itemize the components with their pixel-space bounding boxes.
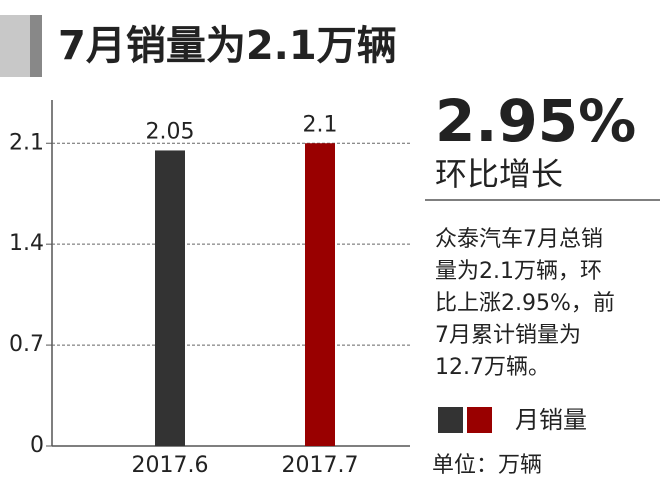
y-tick-label: 0	[30, 433, 44, 458]
legend-swatch	[467, 407, 492, 433]
legend-label: 月销量	[515, 406, 587, 434]
highlight-value: 2.95%	[435, 87, 636, 155]
unit: 单位：万辆	[432, 453, 542, 478]
description-line: 众泰汽车7月总销	[435, 227, 603, 252]
description-line: 比上涨2.95%，前	[435, 291, 615, 316]
y-tick-label: 2.1	[9, 130, 44, 155]
description-line: 7月累计销量为	[435, 323, 581, 348]
bar	[305, 143, 335, 446]
chart-title: 7月销量为2.1万辆	[58, 23, 397, 69]
y-tick-label: 1.4	[9, 231, 44, 256]
description-line: 12.7万辆。	[435, 355, 550, 380]
title-stripe	[30, 15, 42, 77]
value-label: 2.1	[303, 112, 338, 137]
highlight-label: 环比增长	[435, 155, 563, 193]
legend-swatch	[438, 407, 463, 433]
description-line: 量为2.1万辆，环	[435, 259, 602, 284]
bar	[155, 150, 185, 447]
x-tick-label: 2017.7	[282, 453, 359, 478]
y-tick-label: 0.7	[9, 332, 44, 357]
value-label: 2.05	[146, 119, 195, 144]
x-tick-label: 2017.6	[132, 453, 209, 478]
